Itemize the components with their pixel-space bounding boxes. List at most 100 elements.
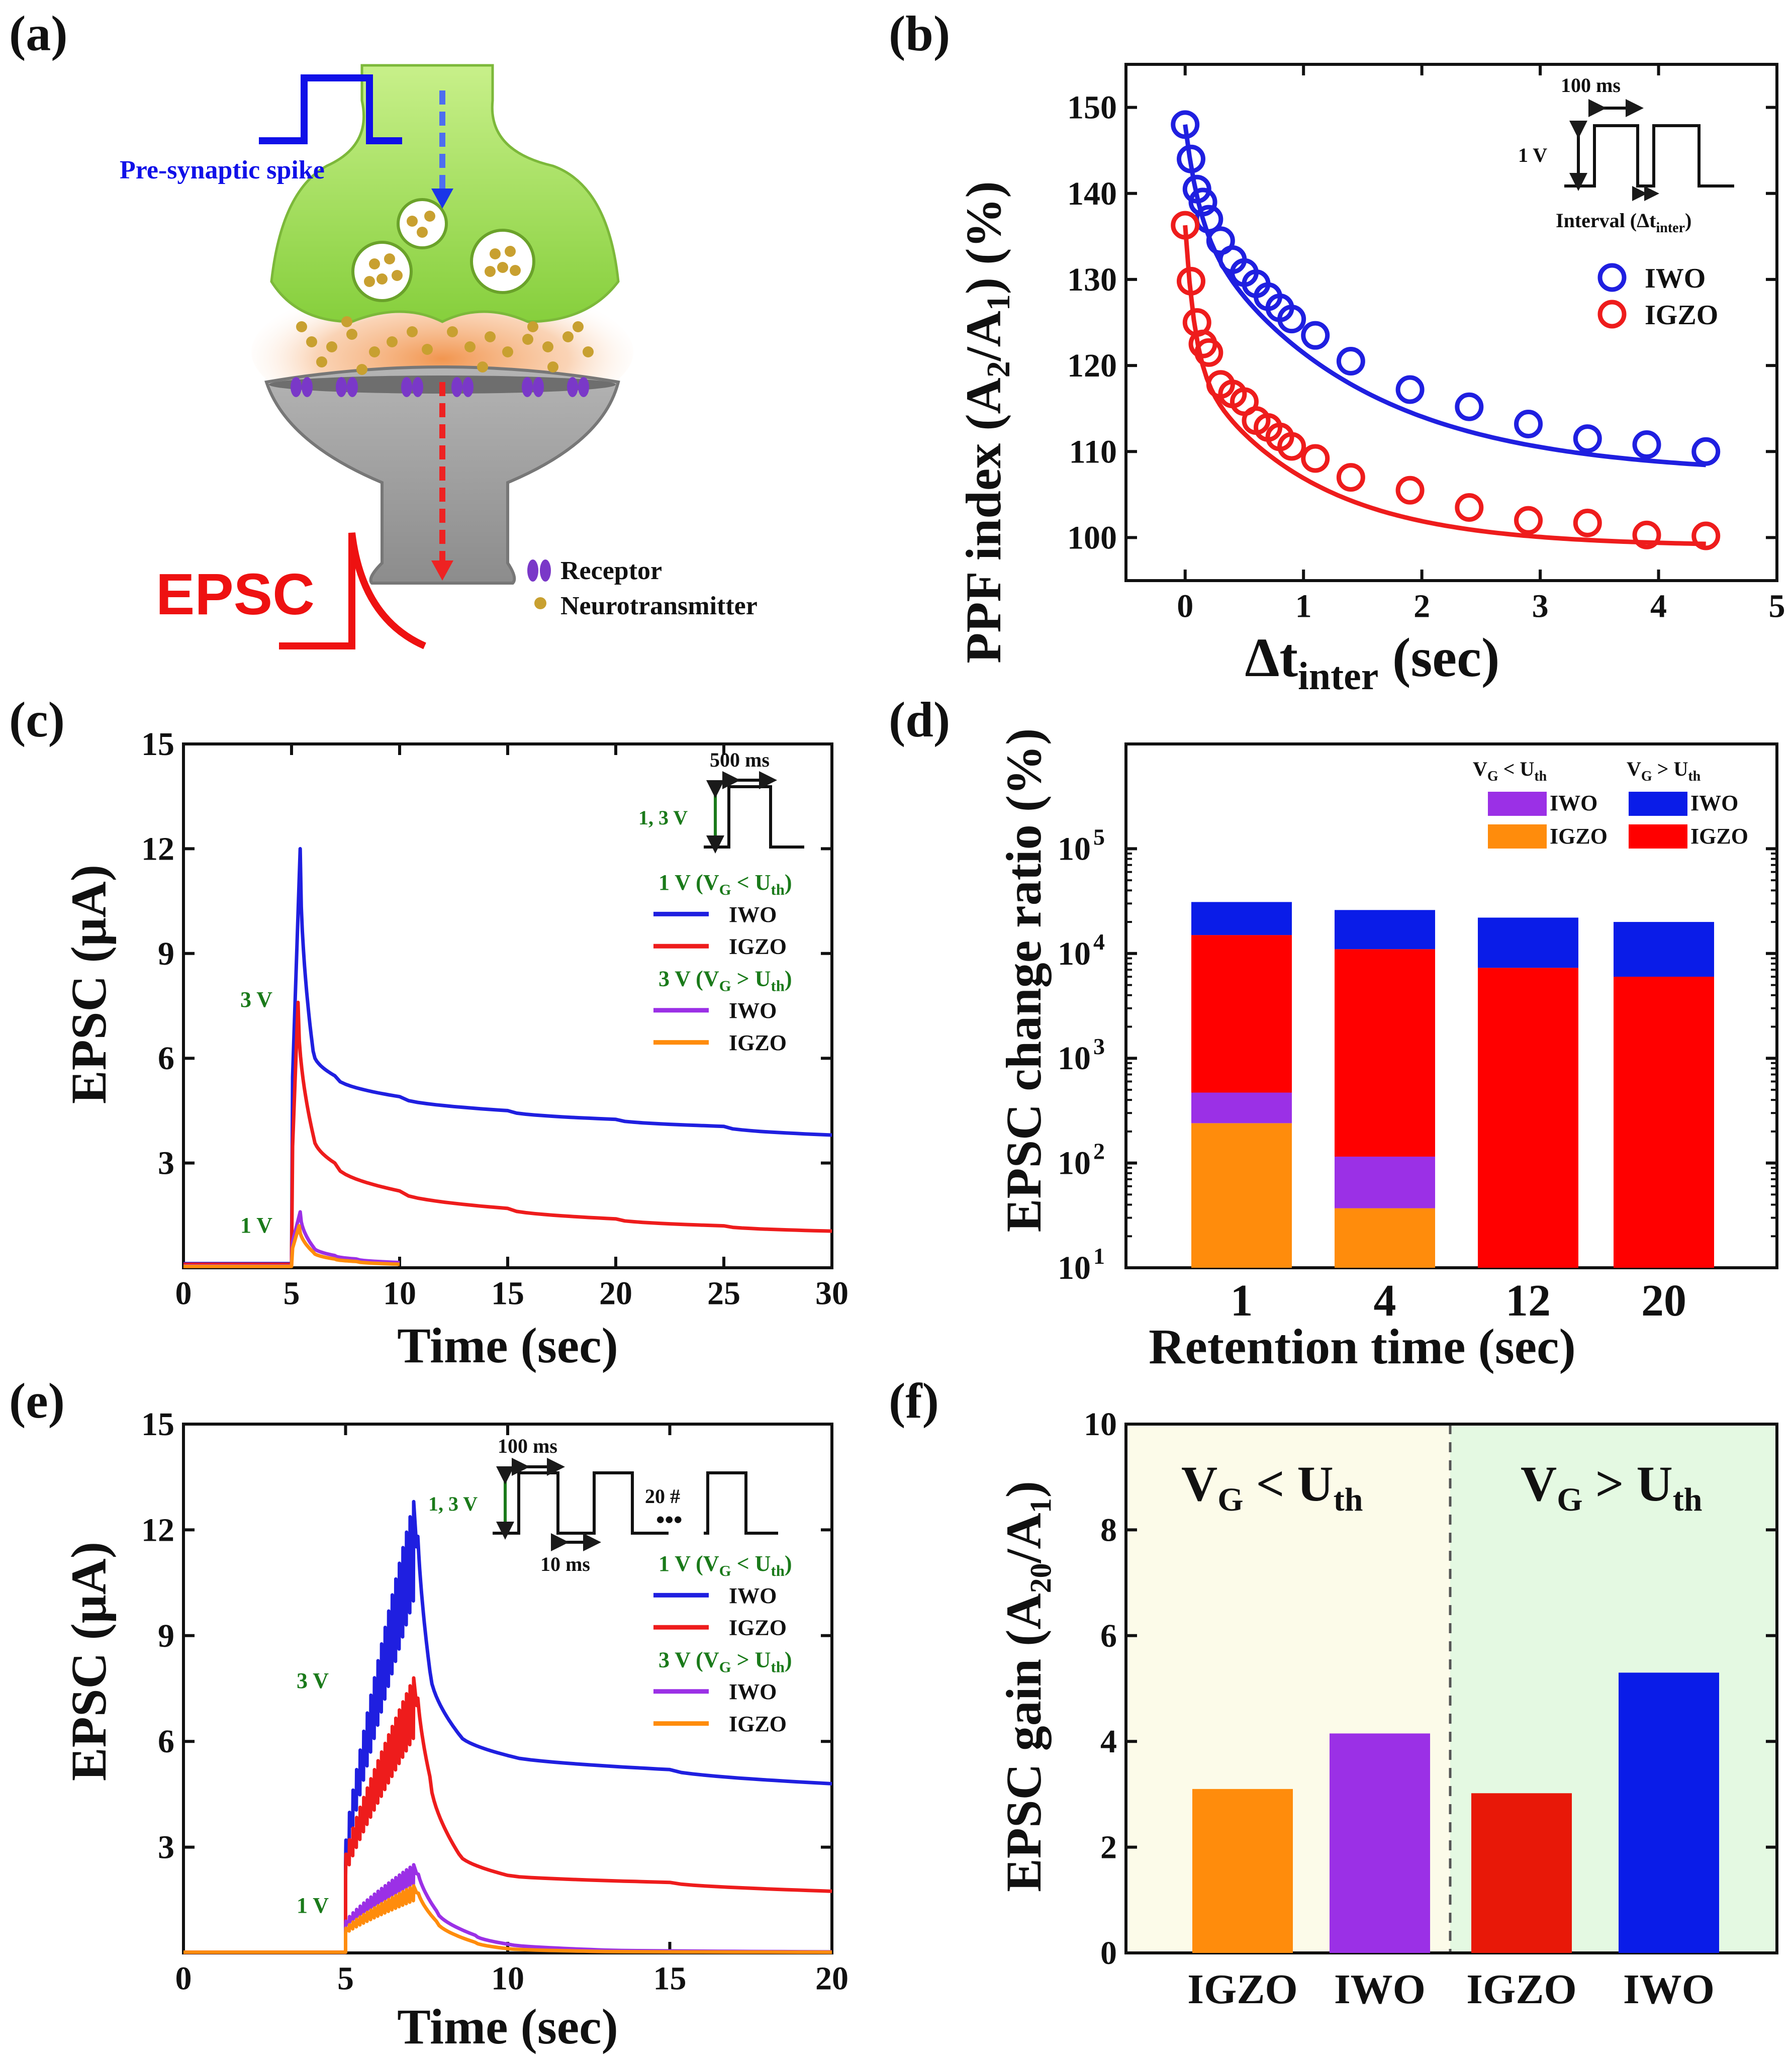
- receptor: [401, 377, 412, 397]
- receptor: [533, 377, 544, 397]
- receptor-legend-icon: [527, 559, 538, 582]
- y-tick-label: 2: [1100, 1829, 1117, 1866]
- c-inset-amp-label: 1, 3 V: [638, 806, 688, 829]
- d-bar-segment: [1614, 922, 1714, 977]
- x-tick-label: 4: [1650, 588, 1667, 625]
- y-tick-label: 4: [1100, 1723, 1117, 1760]
- neurotransmitter-dot: [417, 227, 428, 238]
- y-tick-label: 3: [158, 1145, 174, 1182]
- plot-frame: [1124, 63, 1778, 582]
- receptor: [567, 377, 578, 397]
- x-tick-label: 20: [815, 1960, 848, 1997]
- b-point-igzo: [1301, 444, 1330, 473]
- b-point-igzo: [1455, 493, 1484, 522]
- b-point-iwo: [1632, 430, 1661, 459]
- b-ylabel: PPF index (A2/A1) (%): [956, 181, 1017, 663]
- neurotransmitter-dot: [407, 326, 418, 337]
- d-data-marks: [1191, 902, 1714, 1268]
- d-axes: 10 110 210 310 410 51 4 12 20: [1058, 742, 1778, 1326]
- b-point-iwo: [1455, 392, 1484, 421]
- d-legend-iwo-high-label: IWO: [1690, 791, 1738, 815]
- y-tick-exponent: 1: [1093, 1243, 1105, 1269]
- d-legend-igzo-low-swatch: [1488, 824, 1547, 849]
- legend-header: 1 V (VG < Uth): [658, 1551, 792, 1579]
- y-tick-label: 15: [141, 726, 174, 763]
- d-bar-segment: [1335, 910, 1435, 950]
- b-fit-line-igzo: [1183, 225, 1706, 546]
- y-tick-label: 6: [1100, 1618, 1117, 1654]
- f-bar: [1192, 1789, 1293, 1953]
- d-bar-segment: [1191, 902, 1292, 935]
- epsc-label: EPSC: [156, 561, 315, 627]
- e-annotation-3v: 3 V: [297, 1668, 329, 1693]
- c-series-line: [183, 1210, 400, 1268]
- panel-a-synapse-diagram: (a) Pre-synaptic spike EPSC Receptor: [9, 6, 758, 649]
- panel-d-label: (d): [889, 692, 950, 747]
- receptor: [522, 377, 533, 397]
- neurotransmitter-dot: [510, 265, 521, 276]
- neurotransmitter-dot: [316, 356, 327, 367]
- f-category-label: IGZO: [1187, 1966, 1297, 2013]
- y-tick-label: 12: [141, 1512, 174, 1548]
- f-data-marks: [1192, 1672, 1719, 1953]
- d-category-label: 4: [1374, 1276, 1396, 1326]
- c-series-line: [183, 1224, 400, 1268]
- presynaptic-spike-label: Pre-synaptic spike: [120, 156, 325, 184]
- f-region-label-low: VG < Uth: [1181, 1456, 1363, 1518]
- panel-e-epsc-chart: (e) 0 5 10 15 20 3 6 9 12 15 EPSC (μA) Time (sec)…: [9, 1373, 848, 2054]
- y-tick-label: 10 1: [1058, 1243, 1105, 1286]
- b-point-iwo: [1336, 347, 1365, 376]
- neurotransmitter-dot: [422, 344, 433, 355]
- b-inset-width-label: 100 ms: [1561, 74, 1621, 97]
- y-tick-label: 6: [158, 1040, 174, 1077]
- legend-receptor-label: Receptor: [560, 556, 662, 585]
- legend-header-part: ): [785, 1647, 792, 1672]
- e-ylabel: EPSC (μA): [61, 1542, 117, 1781]
- b-point-igzo: [1177, 266, 1205, 296]
- neurotransmitter-dot: [547, 361, 558, 372]
- d-legend-igzo-low-label: IGZO: [1550, 824, 1608, 849]
- f-ylabel: EPSC gain (A₂₀/A₁): [996, 1481, 1052, 1892]
- c-series-line: [183, 1000, 832, 1266]
- b-axes: 0 1 2 3 4 5 100 110 120 130 140 150: [1067, 63, 1785, 625]
- legend-header-part: ): [785, 1551, 792, 1576]
- f-bar: [1619, 1672, 1719, 1953]
- legend-item-label: IWO: [729, 1679, 777, 1704]
- x-tick-label: 2: [1413, 588, 1430, 625]
- legend-header-part: th: [771, 881, 784, 898]
- d-legend-iwo-low-swatch: [1488, 792, 1547, 816]
- b-legend-igzo-marker: [1597, 300, 1627, 329]
- f-axes: 0 2 4 6 8 10 IGZO IWO IGZO IWO: [1084, 1406, 1778, 2013]
- y-tick-exponent: 2: [1093, 1139, 1105, 1164]
- y-tick-label: 120: [1067, 347, 1117, 384]
- y-tick-label: 100: [1067, 519, 1117, 556]
- f-bar: [1471, 1793, 1572, 1953]
- neurotransmitter-dot: [485, 331, 496, 342]
- d-bar-segment: [1335, 949, 1435, 1157]
- e-xlabel: Time (sec): [397, 1999, 618, 2054]
- legend-header-part: > U: [731, 1647, 771, 1672]
- y-tick-exponent: 3: [1093, 1034, 1105, 1059]
- b-legend-igzo-label: IGZO: [1645, 300, 1718, 331]
- d-legend-iwo-low-label: IWO: [1550, 791, 1597, 815]
- x-tick-label: 15: [653, 1960, 687, 1997]
- presynaptic-spike-waveform: [259, 74, 402, 144]
- panel-f-gain-chart: (f) 0 2 4 6 8 10 IGZO IWO IGZO IWO EPSC gain (A₂₀…: [889, 1373, 1778, 2013]
- presynaptic-arrowhead: [431, 189, 453, 209]
- neurotransmitter-dot: [392, 270, 403, 281]
- neurotransmitter-dot: [485, 266, 496, 277]
- b-legend-iwo-marker: [1597, 263, 1627, 292]
- d-legend: VG < Uth VG > Uth IWO IGZO IWO IGZO: [1473, 758, 1748, 849]
- c-axes: 0 5 10 15 20 25 30 3 6 9 12 15: [141, 726, 848, 1312]
- neurotransmitter-dot: [502, 346, 513, 357]
- d-ylabel: EPSC change ratio (%): [996, 728, 1052, 1233]
- legend-header-part: G: [719, 1658, 731, 1675]
- c-pulse-inset: 500 ms 1, 3 V: [638, 748, 804, 854]
- legend-header-part: ): [785, 966, 792, 991]
- y-tick-label: 12: [141, 830, 174, 867]
- b-inset-interval-label: Interval (Δtinter): [1556, 209, 1691, 236]
- c-ylabel: EPSC (μA): [61, 865, 117, 1104]
- x-tick-label: 5: [284, 1275, 300, 1312]
- receptor: [291, 377, 302, 397]
- d-bar-segment: [1478, 968, 1578, 1268]
